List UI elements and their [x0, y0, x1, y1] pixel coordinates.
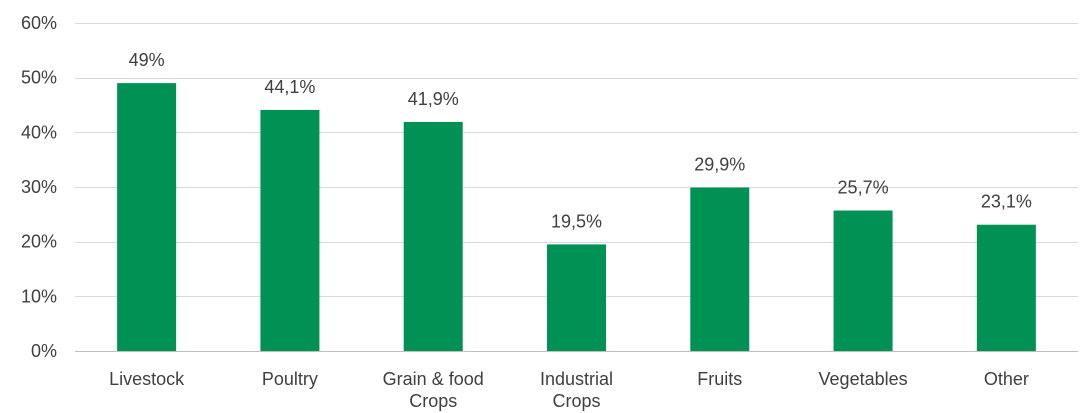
- category-label: Crops: [409, 391, 457, 411]
- y-tick-label: 10%: [21, 286, 57, 306]
- category-label: Fruits: [697, 369, 742, 389]
- data-labels: 49% 44,1% 41,9% 19,5% 29,9% 25,7% 23,1%: [129, 50, 1032, 231]
- category-label: Crops: [552, 391, 600, 411]
- data-label: 25,7%: [838, 178, 889, 198]
- bars: [117, 83, 1036, 352]
- bar: [833, 210, 893, 351]
- bar: [976, 224, 1036, 351]
- y-tick-label: 50%: [21, 68, 57, 88]
- gridlines: [75, 23, 1078, 352]
- y-tick-label: 30%: [21, 177, 57, 197]
- y-axis-tick-labels: 0% 10% 20% 30% 40% 50% 60%: [21, 13, 57, 361]
- y-tick-label: 20%: [21, 232, 57, 252]
- category-label: Poultry: [262, 369, 318, 389]
- category-label: Industrial: [540, 369, 613, 389]
- bar: [690, 187, 750, 351]
- bar: [547, 244, 606, 351]
- y-tick-label: 0%: [31, 341, 57, 361]
- data-label: 19,5%: [551, 211, 602, 231]
- category-label: Vegetables: [819, 369, 908, 389]
- data-label: 44,1%: [264, 77, 315, 97]
- bar: [403, 121, 463, 352]
- x-axis-category-labels: Livestock Poultry Grain & foodCropsIndustr…: [109, 369, 1029, 411]
- y-tick-label: 60%: [21, 13, 57, 33]
- data-label: 41,9%: [408, 89, 459, 109]
- category-label: Grain & food: [383, 369, 484, 389]
- data-label: 49%: [129, 50, 165, 70]
- data-label: 29,9%: [694, 155, 745, 175]
- category-label: Other: [984, 369, 1029, 389]
- bar: [117, 83, 177, 351]
- bar: [260, 109, 320, 351]
- y-tick-label: 40%: [21, 122, 57, 142]
- data-label: 23,1%: [981, 192, 1032, 212]
- category-label: Livestock: [109, 369, 185, 389]
